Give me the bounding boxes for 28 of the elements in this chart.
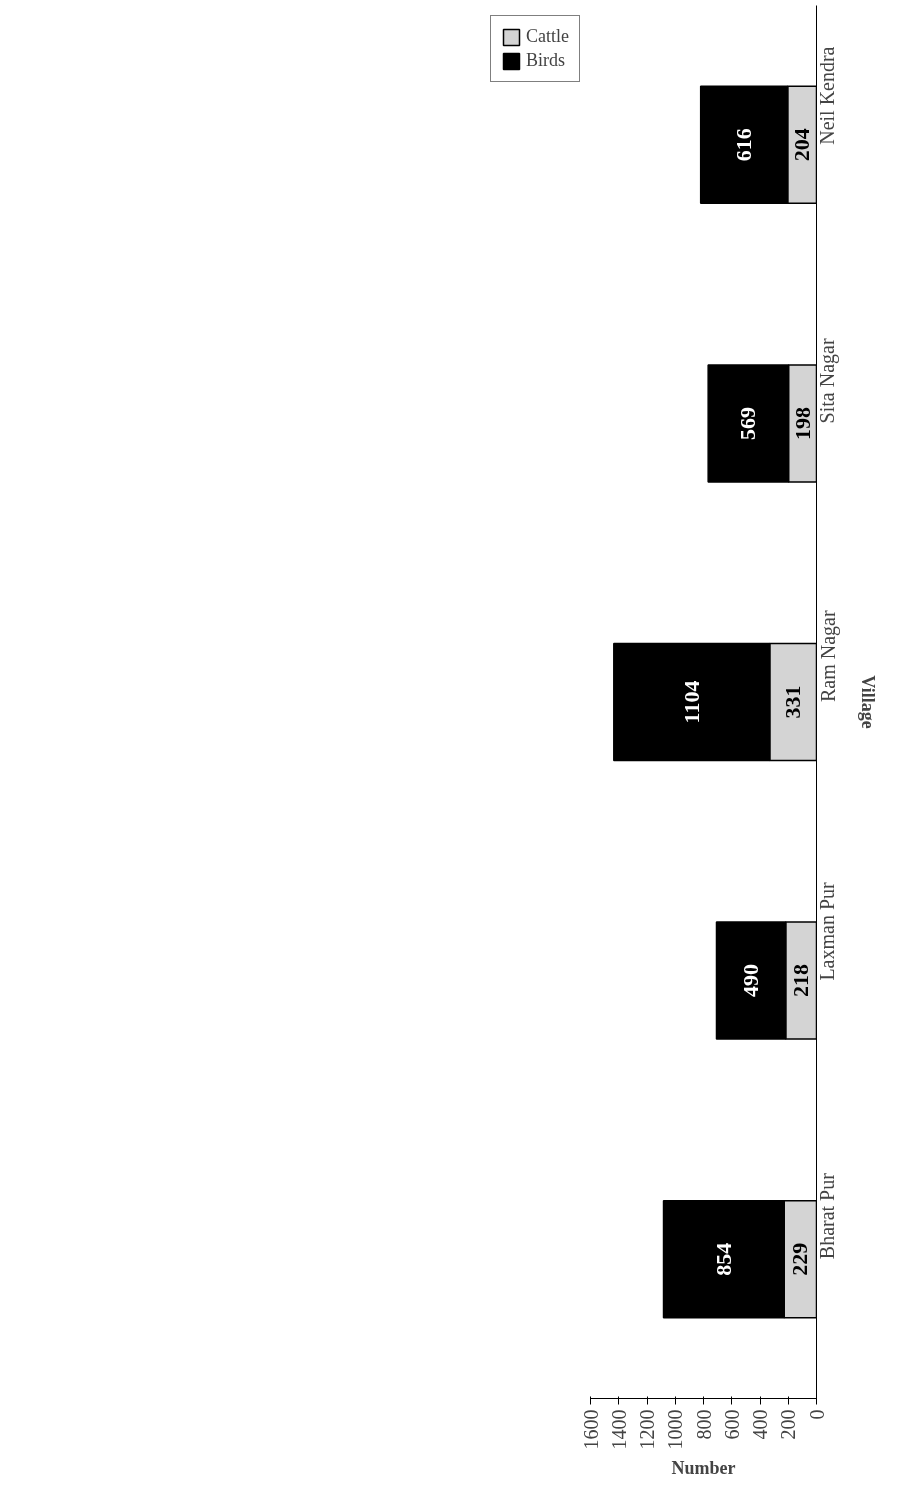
data-label: 616 — [731, 128, 757, 162]
y-tick-label: Bharat Pur — [816, 1172, 839, 1260]
data-label: 204 — [789, 128, 815, 162]
y-axis-title: Village — [857, 675, 878, 729]
x-axis-title: Number — [671, 1457, 736, 1478]
y-tick-label: Laxman Pur — [816, 881, 839, 981]
legend-label: Cattle — [526, 26, 569, 47]
data-label: 1104 — [678, 680, 704, 724]
y-tick-label: Ram Nagar — [816, 610, 840, 702]
x-tick-label: 0 — [805, 1409, 828, 1420]
x-tick-label: 400 — [749, 1409, 771, 1440]
legend-label: Birds — [526, 50, 566, 71]
data-label: 490 — [738, 964, 764, 998]
x-tick-label: 1000 — [664, 1409, 687, 1450]
y-tick-label: Neil Kendra — [816, 46, 839, 145]
x-tick-label: 1600 — [579, 1409, 602, 1450]
y-tick-label: Sita Nagar — [816, 338, 840, 424]
x-tick-label: 200 — [777, 1409, 800, 1440]
data-label: 198 — [789, 406, 815, 440]
data-label: 218 — [788, 964, 814, 998]
x-tick-label: 1400 — [607, 1409, 630, 1450]
data-label: 569 — [735, 406, 761, 440]
data-label: 229 — [787, 1242, 813, 1276]
data-label: 854 — [710, 1242, 736, 1276]
x-tick-label: 600 — [720, 1409, 743, 1440]
x-tick-label: 800 — [692, 1409, 715, 1440]
data-label: 331 — [780, 685, 806, 719]
x-tick-label: 1200 — [636, 1409, 658, 1450]
